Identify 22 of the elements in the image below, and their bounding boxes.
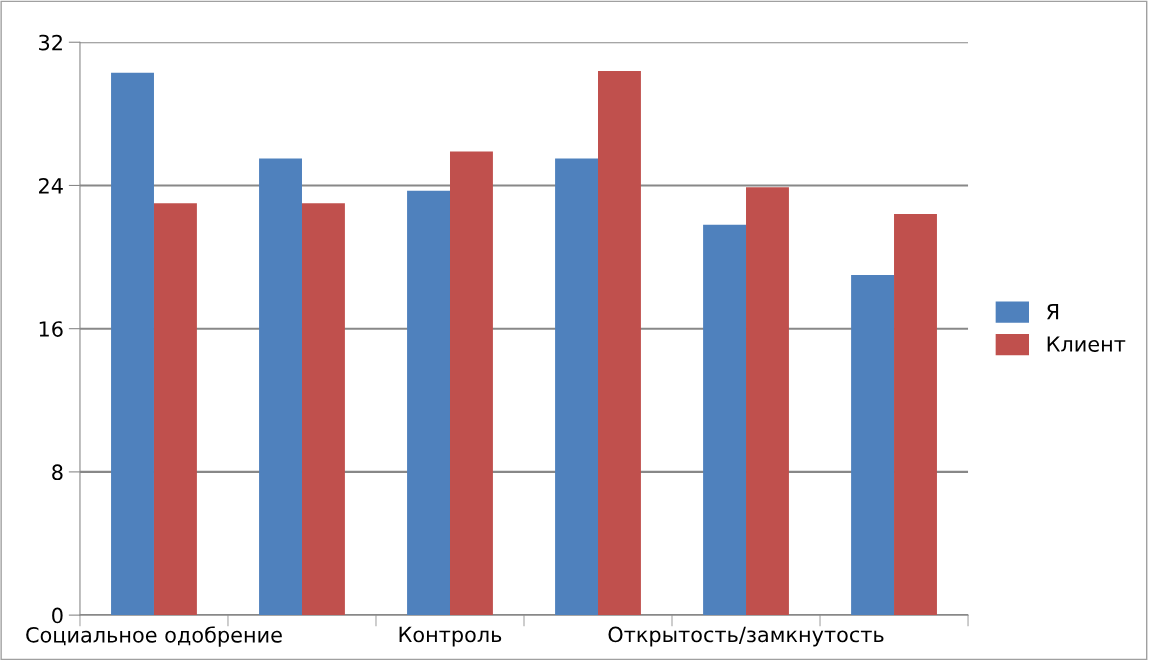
bar	[153, 203, 197, 616]
y-tick-label: 8	[52, 464, 63, 481]
bar	[407, 190, 450, 616]
bar	[894, 214, 937, 616]
bar	[301, 203, 345, 616]
y-tick-label: 0	[52, 607, 63, 624]
bar	[111, 72, 154, 616]
bar	[703, 224, 747, 616]
bar	[450, 151, 493, 616]
legend-label: Я	[1047, 303, 1059, 320]
bar	[746, 187, 789, 616]
x-tick-label: Контроль	[399, 626, 502, 647]
y-tick-label: 16	[39, 321, 63, 337]
bar	[259, 158, 302, 616]
bar	[851, 274, 895, 616]
x-tick-label: Социальное одобрение	[26, 626, 282, 647]
y-tick-label: 24	[39, 177, 63, 194]
y-tick-label: 32	[39, 34, 62, 51]
bar	[598, 70, 641, 616]
x-tick-label: Открытость/замкнутость	[608, 626, 884, 647]
bar	[555, 158, 599, 616]
legend-label: Клиент	[1047, 336, 1126, 352]
